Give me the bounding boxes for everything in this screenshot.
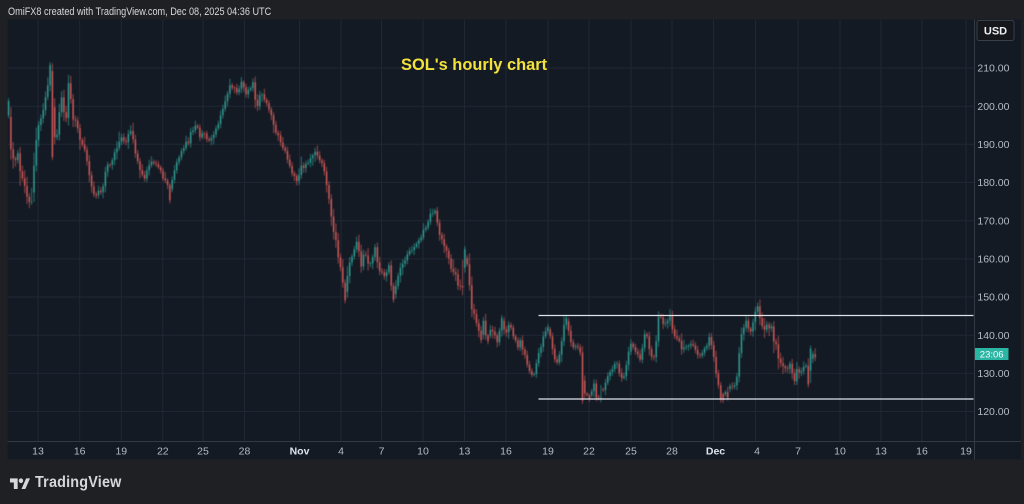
svg-text:13: 13 bbox=[459, 446, 471, 458]
svg-text:Nov: Nov bbox=[290, 446, 310, 458]
svg-text:22: 22 bbox=[583, 446, 595, 458]
svg-text:19: 19 bbox=[542, 446, 554, 458]
svg-text:150.00: 150.00 bbox=[977, 292, 1009, 304]
svg-text:19: 19 bbox=[960, 446, 972, 458]
svg-text:13: 13 bbox=[32, 446, 44, 458]
svg-text:25: 25 bbox=[197, 446, 209, 458]
svg-text:170.00: 170.00 bbox=[977, 215, 1009, 227]
svg-text:USD: USD bbox=[984, 26, 1007, 38]
svg-text:25: 25 bbox=[625, 446, 637, 458]
svg-text:130.00: 130.00 bbox=[977, 368, 1009, 380]
svg-text:19: 19 bbox=[115, 446, 127, 458]
svg-text:7: 7 bbox=[795, 446, 801, 458]
svg-text:190.00: 190.00 bbox=[977, 139, 1009, 151]
svg-text:22: 22 bbox=[157, 446, 169, 458]
svg-text:28: 28 bbox=[666, 446, 678, 458]
svg-text:7: 7 bbox=[379, 446, 385, 458]
svg-text:120.00: 120.00 bbox=[977, 406, 1009, 418]
svg-text:4: 4 bbox=[338, 446, 344, 458]
svg-text:28: 28 bbox=[239, 446, 251, 458]
svg-text:180.00: 180.00 bbox=[977, 177, 1009, 189]
svg-text:Dec: Dec bbox=[706, 446, 725, 458]
svg-text:16: 16 bbox=[916, 446, 928, 458]
svg-text:23:06: 23:06 bbox=[980, 350, 1004, 361]
svg-text:16: 16 bbox=[74, 446, 86, 458]
svg-text:10: 10 bbox=[834, 446, 846, 458]
svg-text:160.00: 160.00 bbox=[977, 254, 1009, 266]
svg-text:210.00: 210.00 bbox=[977, 63, 1009, 75]
svg-text:140.00: 140.00 bbox=[977, 330, 1009, 342]
svg-text:200.00: 200.00 bbox=[977, 101, 1009, 113]
svg-text:16: 16 bbox=[500, 446, 512, 458]
svg-text:10: 10 bbox=[417, 446, 429, 458]
svg-text:4: 4 bbox=[754, 446, 760, 458]
svg-text:13: 13 bbox=[875, 446, 887, 458]
